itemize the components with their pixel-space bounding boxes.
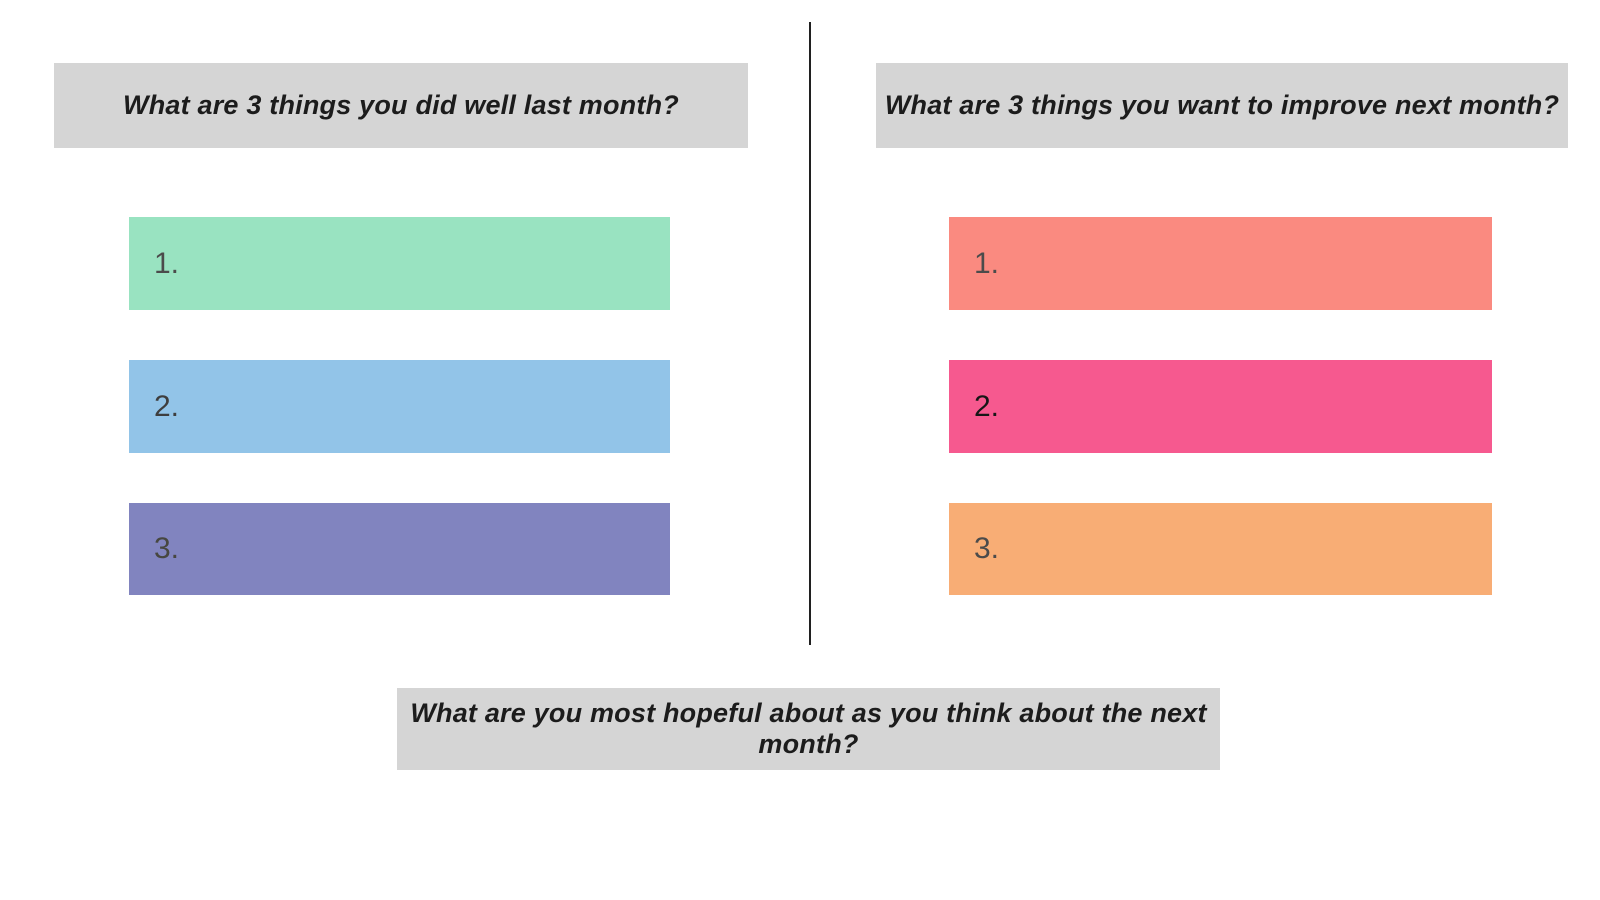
did-well-answer-slot-1[interactable]: 1. [129,217,670,310]
section-divider-line [809,22,811,645]
right-section-prompt: What are 3 things you want to improve ne… [876,63,1568,148]
improve-answer-slot-2[interactable]: 2. [949,360,1492,453]
did-well-answer-slot-3[interactable]: 3. [129,503,670,595]
answer-number: 1. [974,246,1000,280]
improve-answer-slot-1[interactable]: 1. [949,217,1492,310]
improve-answer-slot-3[interactable]: 3. [949,503,1492,595]
left-section-prompt: What are 3 things you did well last mont… [54,63,748,148]
answer-number: 3. [154,532,180,565]
answer-number: 3. [974,532,1000,565]
did-well-answer-slot-2[interactable]: 2. [129,360,670,453]
hopeful-prompt: What are you most hopeful about as you t… [397,688,1220,770]
answer-number: 2. [154,389,180,423]
answer-number: 2. [974,389,1000,423]
answer-number: 1. [154,246,180,280]
